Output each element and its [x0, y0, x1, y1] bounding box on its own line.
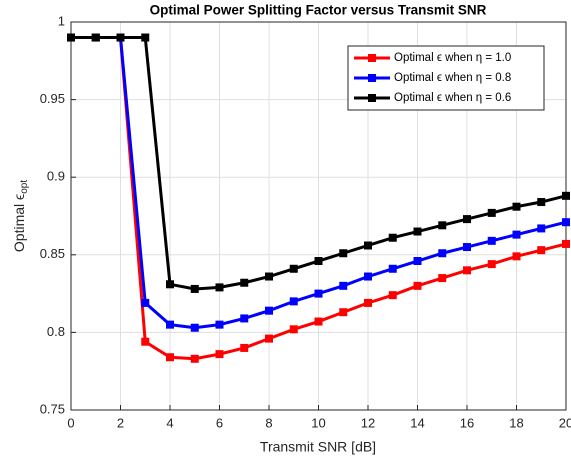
- marker: [339, 281, 348, 290]
- marker: [91, 33, 100, 42]
- marker: [240, 314, 249, 323]
- marker: [487, 260, 496, 269]
- marker: [562, 239, 570, 248]
- marker: [512, 202, 521, 211]
- marker: [463, 215, 471, 224]
- marker: [289, 325, 298, 334]
- y-tick-label: 1: [58, 13, 65, 28]
- marker: [314, 317, 323, 326]
- marker: [265, 272, 273, 281]
- marker: [67, 33, 75, 42]
- marker: [166, 353, 174, 362]
- x-tick-label: 14: [410, 415, 424, 430]
- marker: [487, 208, 496, 217]
- marker: [265, 334, 273, 343]
- marker: [388, 291, 397, 300]
- marker: [413, 257, 422, 266]
- x-tick-label: 16: [460, 415, 474, 430]
- marker: [166, 280, 174, 289]
- marker: [141, 33, 150, 42]
- x-axis-label: Transmit SNR [dB]: [260, 439, 376, 455]
- x-tick-label: 8: [265, 415, 272, 430]
- marker: [537, 198, 546, 207]
- marker: [537, 224, 546, 233]
- marker: [339, 249, 348, 258]
- x-tick-label: 0: [67, 415, 74, 430]
- marker: [512, 252, 521, 261]
- marker: [438, 274, 447, 283]
- marker: [562, 191, 570, 200]
- marker: [537, 246, 546, 255]
- marker: [438, 221, 447, 230]
- x-tick-label: 20: [559, 415, 571, 430]
- marker: [388, 264, 397, 273]
- legend-label: Optimal ϵ when η = 0.6: [394, 92, 511, 104]
- x-tick-label: 12: [361, 415, 375, 430]
- marker: [413, 227, 422, 236]
- marker: [388, 233, 397, 242]
- marker: [314, 257, 323, 266]
- marker: [314, 289, 323, 298]
- y-tick-label: 0.8: [47, 324, 65, 339]
- legend-label: Optimal ϵ when η = 0.8: [394, 72, 511, 84]
- marker: [463, 243, 471, 252]
- y-tick-label: 0.75: [40, 401, 65, 416]
- chart-title: Optimal Power Splitting Factor versus Tr…: [150, 3, 487, 18]
- marker: [289, 264, 298, 273]
- marker: [265, 306, 273, 315]
- marker: [289, 297, 298, 306]
- x-tick-label: 18: [509, 415, 523, 430]
- marker: [116, 33, 125, 42]
- marker: [339, 308, 348, 317]
- marker: [215, 283, 224, 292]
- legend-marker: [368, 94, 376, 102]
- marker: [215, 320, 224, 329]
- x-tick-label: 10: [311, 415, 325, 430]
- marker: [190, 323, 199, 332]
- marker: [487, 236, 496, 245]
- y-tick-label: 0.85: [40, 246, 65, 261]
- marker: [190, 354, 199, 363]
- y-tick-label: 0.9: [47, 169, 65, 184]
- y-axis-label-sub: opt: [19, 180, 30, 194]
- marker: [141, 298, 150, 307]
- y-axis-label: Optimal ϵopt: [11, 180, 30, 252]
- plot-frame: [70, 21, 567, 411]
- marker: [166, 320, 174, 329]
- y-tick-label: 0.95: [40, 91, 65, 106]
- marker: [240, 278, 249, 287]
- legend-marker: [368, 54, 376, 62]
- marker: [438, 249, 447, 258]
- marker: [512, 230, 521, 239]
- marker: [364, 241, 372, 250]
- marker: [364, 298, 372, 307]
- y-axis-label-main: Optimal ϵ: [11, 194, 27, 252]
- x-tick-label: 4: [166, 415, 173, 430]
- marker: [364, 272, 372, 281]
- marker: [141, 337, 150, 346]
- marker: [215, 350, 224, 359]
- x-tick-label: 6: [216, 415, 223, 430]
- marker: [463, 266, 471, 275]
- marker: [190, 284, 199, 293]
- x-tick-label: 2: [117, 415, 124, 430]
- legend-marker: [368, 74, 376, 82]
- marker: [562, 218, 570, 227]
- legend-label: Optimal ϵ when η = 1.0: [394, 52, 511, 64]
- marker: [240, 343, 249, 352]
- marker: [413, 281, 422, 290]
